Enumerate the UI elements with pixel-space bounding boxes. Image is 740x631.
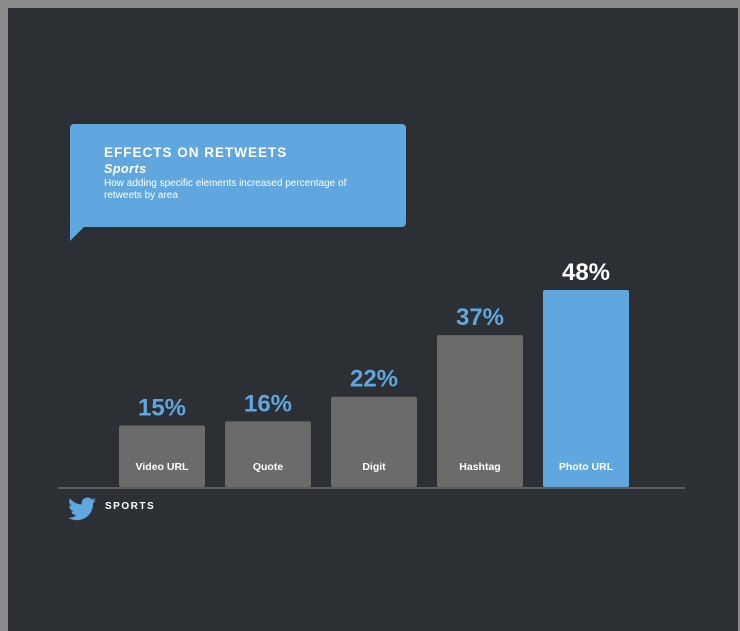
category-label: Photo URL xyxy=(559,461,614,473)
title-bubble-tail xyxy=(70,224,87,241)
twitter-bird-icon xyxy=(68,497,96,521)
chart-description: How adding specific elements increased p… xyxy=(104,178,347,201)
category-label: Hashtag xyxy=(459,461,500,473)
bar-hashtag xyxy=(437,335,523,487)
bar-video-url xyxy=(119,425,205,487)
bar-photo-url xyxy=(543,290,629,487)
value-label: 22% xyxy=(350,366,398,393)
chart-subtitle: Sports xyxy=(104,162,147,176)
category-label: Quote xyxy=(253,461,283,473)
chart-title: EFFECTS ON RETWEETS xyxy=(104,145,288,160)
bar-quote xyxy=(225,421,311,487)
value-label: 15% xyxy=(138,394,186,421)
title-bubble xyxy=(70,124,406,227)
category-label: Video URL xyxy=(136,461,189,473)
value-label: 16% xyxy=(244,390,292,417)
value-label: 37% xyxy=(456,304,504,331)
footer-label: SPORTS xyxy=(105,501,156,512)
bar-digit xyxy=(331,396,417,487)
value-label: 48% xyxy=(562,259,610,286)
category-label: Digit xyxy=(362,461,386,473)
